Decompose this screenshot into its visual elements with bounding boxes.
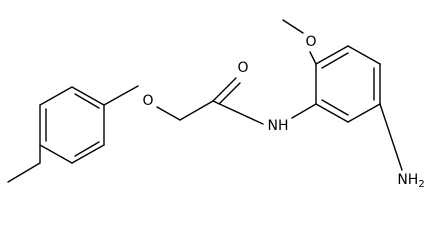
atom-label: NH xyxy=(397,172,418,188)
molecule-diagram: O O O NH NH2 xyxy=(7,19,425,188)
atom-label: NH xyxy=(268,118,289,134)
atom-label: O xyxy=(305,34,316,50)
atom-label: O xyxy=(142,93,153,109)
bonds xyxy=(7,19,403,183)
atom-label: NH2 xyxy=(397,172,424,188)
atom-label: O xyxy=(237,60,248,76)
atom-labels: O O O NH NH2 xyxy=(142,34,424,188)
atom-subscript: 2 xyxy=(418,179,424,188)
